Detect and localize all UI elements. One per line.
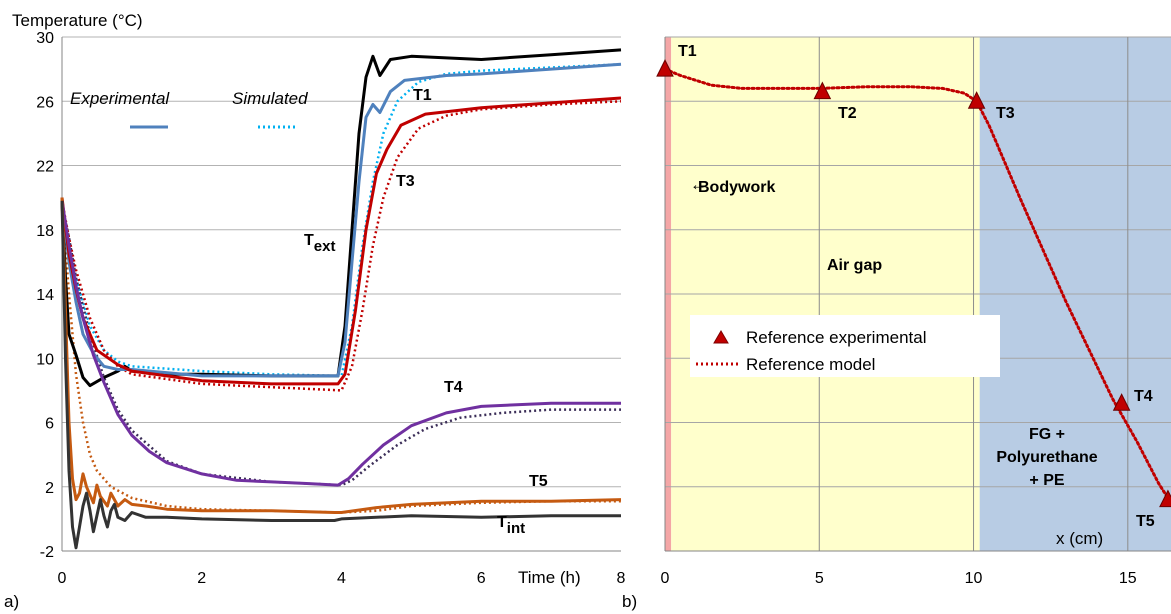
experimental-point-t5: [1159, 489, 1171, 508]
panel-a-y-tick-label: 26: [36, 94, 54, 111]
panel-b-x-axis-title: x (cm): [1056, 529, 1103, 548]
panel-a-y-tick-label: 14: [36, 287, 54, 304]
panel-a-x-tick-label: 8: [617, 570, 626, 587]
panel-a-y-tick-label: 2: [45, 480, 54, 497]
region-label-insulation-line1: FG +: [1029, 426, 1065, 443]
panel-a-y-tick-label: 6: [45, 416, 54, 433]
series-label-t4: T4: [444, 379, 463, 396]
panel-a-x-tick-label: 0: [58, 570, 67, 587]
series-t4-simulated-line: [60, 203, 621, 487]
panel-a-x-tick-label: 2: [197, 570, 206, 587]
legend-triangle-icon: [713, 330, 729, 344]
panel-a-series: [60, 48, 622, 550]
panel-b-legend-box: [690, 315, 1000, 377]
region-label-bodywork: Bodywork: [698, 179, 775, 196]
panel-a-y-tick-label: 30: [36, 30, 54, 47]
panel-b-x-tick-label: 10: [965, 570, 983, 587]
series-tint-experimental-line: [60, 200, 621, 550]
panel-a-x-tick-label: 4: [337, 570, 346, 587]
experimental-point-t4: [1112, 393, 1131, 411]
series-label-t1: T1: [413, 87, 432, 104]
legend-simulated-label: Simulated: [232, 89, 308, 108]
region-label-insulation-line2: Polyurethane: [996, 449, 1097, 466]
series-t4-experimental-line: [60, 200, 621, 487]
panel-b-tick-labels: 0 5 10 15: [661, 570, 1137, 587]
panel-a-y-tick-label: -2: [40, 544, 54, 561]
series-t3-simulated-line: [60, 100, 622, 392]
panel-b-label: b): [622, 592, 637, 611]
series-t5-experimental-line: [60, 197, 622, 514]
point-label-t2: T2: [838, 105, 857, 122]
series-t1-experimental-line: [60, 62, 622, 378]
point-label-t5: T5: [1136, 513, 1155, 530]
series-label-t3: T3: [396, 173, 415, 190]
legend-reference-experimental: Reference experimental: [746, 328, 926, 347]
panel-a-x-tick-label: 6: [477, 570, 486, 587]
point-label-t1: T1: [678, 43, 697, 60]
legend-reference-model: Reference model: [746, 355, 875, 374]
panel-a-y-axis-title: Temperature (°C): [12, 11, 143, 30]
legend-experimental-label: Experimental: [70, 89, 170, 108]
experimental-point-t3: [967, 91, 986, 109]
experimental-point-t1: [656, 59, 674, 77]
panel-a-label: a): [4, 592, 19, 611]
panel-b-experimental-points: [656, 59, 1171, 508]
panel-a-y-tick-label: 10: [36, 351, 54, 368]
panel-a-x-axis-title: Time (h): [518, 568, 581, 587]
panel-a-y-tick-label: 18: [36, 223, 54, 240]
series-label-text: Text: [304, 232, 335, 255]
series-label-t5: T5: [529, 473, 548, 490]
point-label-t4: T4: [1134, 388, 1153, 405]
region-label-air-gap: Air gap: [827, 257, 882, 274]
series-label-tint: Tint: [497, 514, 525, 537]
region-label-insulation-line3: + PE: [1029, 472, 1064, 489]
series-t5-simulated-line: [60, 197, 621, 514]
panel-b-x-tick-label: 5: [815, 570, 824, 587]
panel-b-x-tick-label: 0: [661, 570, 670, 587]
bodywork-arrow-icon: ←: [690, 175, 707, 194]
experimental-point-t2: [813, 81, 832, 100]
panel-a-y-tick-label: 22: [36, 159, 54, 176]
panel-b-x-tick-label: 15: [1119, 570, 1137, 587]
series-t1-simulated-line: [60, 63, 622, 378]
point-label-t3: T3: [996, 105, 1015, 122]
panel-b-chart: 0 5 10 15 x (cm) b) T1 T2 T3 T4 T5 ← Bodywo…: [622, 36, 1171, 611]
